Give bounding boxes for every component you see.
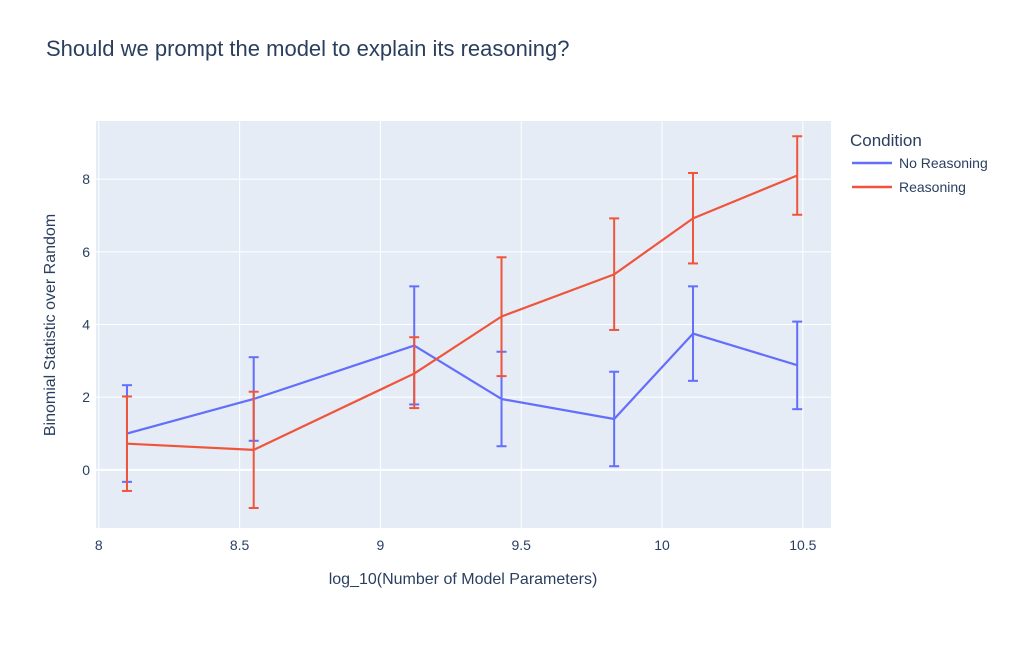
x-tick-label: 9 xyxy=(377,537,385,553)
legend-label: Reasoning xyxy=(899,179,966,195)
y-tick-label: 6 xyxy=(82,244,90,260)
y-axis-label: Binomial Statistic over Random xyxy=(42,214,59,436)
legend-label: No Reasoning xyxy=(899,155,988,171)
y-tick-label: 2 xyxy=(82,389,90,405)
legend-items: No Reasoning Reasoning xyxy=(852,155,988,195)
x-axis-label: log_10(Number of Model Parameters) xyxy=(329,571,598,588)
x-tick-label: 8 xyxy=(95,537,103,553)
x-tick-label: 8.5 xyxy=(230,537,250,553)
x-tick-label: 9.5 xyxy=(511,537,531,553)
y-axis-ticks: 0 2 4 6 8 xyxy=(82,171,90,478)
legend-title: Condition xyxy=(850,131,922,150)
y-tick-label: 8 xyxy=(82,171,90,187)
x-tick-label: 10.5 xyxy=(789,537,816,553)
y-tick-label: 0 xyxy=(82,462,90,478)
chart-title: Should we prompt the model to explain it… xyxy=(46,36,569,61)
x-tick-label: 10 xyxy=(654,537,670,553)
legend: Condition No Reasoning Reasoning xyxy=(850,131,988,195)
y-tick-label: 4 xyxy=(82,317,90,333)
x-axis-ticks: 8 8.5 9 9.5 10 10.5 xyxy=(95,537,817,553)
